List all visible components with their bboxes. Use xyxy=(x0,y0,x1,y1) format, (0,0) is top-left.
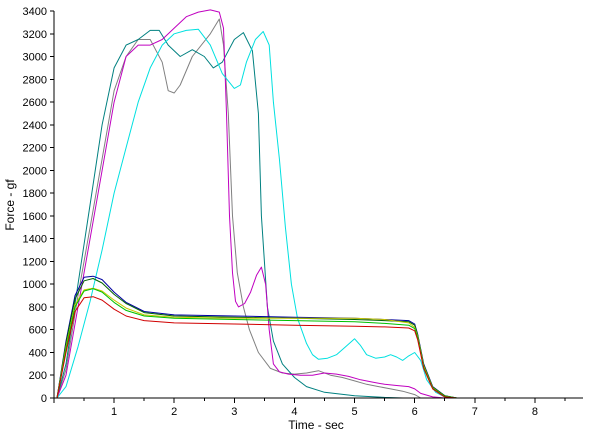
y-tick-label: 3400 xyxy=(23,6,47,18)
series-line-6 xyxy=(56,278,458,399)
axes-group: 0 200 400 600 800 1000 1200 1400 1600 1800 2000 220… xyxy=(23,6,583,418)
series-line-1 xyxy=(56,18,422,399)
y-tick-label: 200 xyxy=(29,370,47,382)
y-tick-label: 1000 xyxy=(23,279,47,291)
x-axis-label: Time - sec xyxy=(288,418,344,432)
x-tick-label: 1 xyxy=(111,406,117,418)
x-tick-label: 4 xyxy=(291,406,297,418)
series-line-2 xyxy=(56,29,404,399)
y-tick-label: 2600 xyxy=(23,97,47,109)
y-tick-label: 1800 xyxy=(23,188,47,200)
y-tick-label: 0 xyxy=(41,393,47,405)
y-tick-label: 1200 xyxy=(23,256,47,268)
y-tick-label: 3200 xyxy=(23,29,47,41)
y-tick-label: 1600 xyxy=(23,211,47,223)
y-tick-label: 2200 xyxy=(23,143,47,155)
y-tick-label: 1400 xyxy=(23,234,47,246)
x-tick-label: 5 xyxy=(352,406,358,418)
y-tick-label: 3000 xyxy=(23,52,47,64)
y-tick-label: 600 xyxy=(29,325,47,337)
series-line-4 xyxy=(56,28,458,399)
series-line-8 xyxy=(56,288,458,399)
x-tick-label: 7 xyxy=(472,406,478,418)
y-axis-label: Force - gf xyxy=(3,179,17,231)
y-tick-label: 800 xyxy=(29,302,47,314)
y-tick-label: 2800 xyxy=(23,74,47,86)
x-tick-label: 2 xyxy=(171,406,177,418)
x-tick-label: 3 xyxy=(231,406,237,418)
y-tick-label: 2000 xyxy=(23,165,47,177)
x-tick-label: 6 xyxy=(412,406,418,418)
series-line-9 xyxy=(56,296,458,399)
x-tick-label: 8 xyxy=(532,406,538,418)
y-tick-label: 2400 xyxy=(23,120,47,132)
series-line-5 xyxy=(56,275,458,399)
y-tick-label: 400 xyxy=(29,347,47,359)
series-group xyxy=(56,9,458,399)
series-line-3 xyxy=(56,9,446,399)
